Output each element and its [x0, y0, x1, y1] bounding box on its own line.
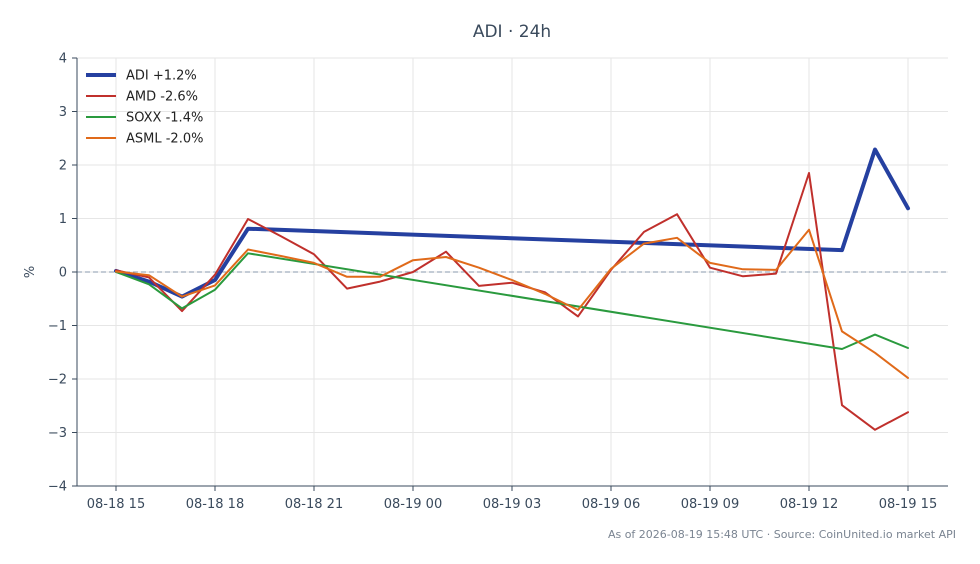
source-footnote: As of 2026-08-19 15:48 UTC · Source: Coi…: [608, 528, 956, 541]
y-tick-label: −1: [48, 319, 67, 334]
x-tick-label: 08-19 06: [582, 497, 640, 512]
x-tick-label: 08-18 18: [186, 497, 244, 512]
x-tick-label: 08-19 15: [879, 497, 937, 512]
y-tick-label: 4: [59, 52, 67, 67]
legend-label-amd: AMD -2.6%: [126, 90, 198, 105]
y-tick-label: −2: [48, 373, 67, 388]
y-tick-label: 0: [59, 266, 67, 281]
y-axis-label: %: [23, 266, 38, 278]
chart-title: ADI · 24h: [473, 22, 551, 42]
x-tick-label: 08-18 15: [87, 497, 145, 512]
x-axis-ticks: 08-18 15 08-18 18 08-18 21 08-19 00 08-19 03…: [87, 486, 937, 512]
series-line-amd: [115, 172, 909, 431]
y-tick-label: 3: [59, 105, 67, 120]
legend-label-soxx: SOXX -1.4%: [126, 111, 203, 126]
legend-label-asml: ASML -2.0%: [126, 132, 203, 147]
series-lines: [114, 147, 910, 431]
y-tick-label: 1: [59, 212, 67, 227]
x-tick-label: 08-19 12: [780, 497, 838, 512]
x-tick-label: 08-19 09: [681, 497, 739, 512]
series-line-soxx: [115, 252, 909, 350]
y-tick-label: −3: [48, 426, 67, 441]
y-tick-label: −4: [48, 480, 67, 495]
legend: ADI +1.2% AMD -2.6% SOXX -1.4% ASML -2.0%: [86, 69, 203, 147]
legend-label-adi: ADI +1.2%: [126, 69, 197, 84]
series-line-asml: [115, 228, 909, 379]
x-tick-label: 08-18 21: [285, 497, 343, 512]
y-tick-label: 2: [59, 159, 67, 174]
x-tick-label: 08-19 00: [384, 497, 442, 512]
y-axis-ticks: −4 −3 −2 −1 0 1 2 3 4: [48, 52, 77, 495]
x-tick-label: 08-19 03: [483, 497, 541, 512]
